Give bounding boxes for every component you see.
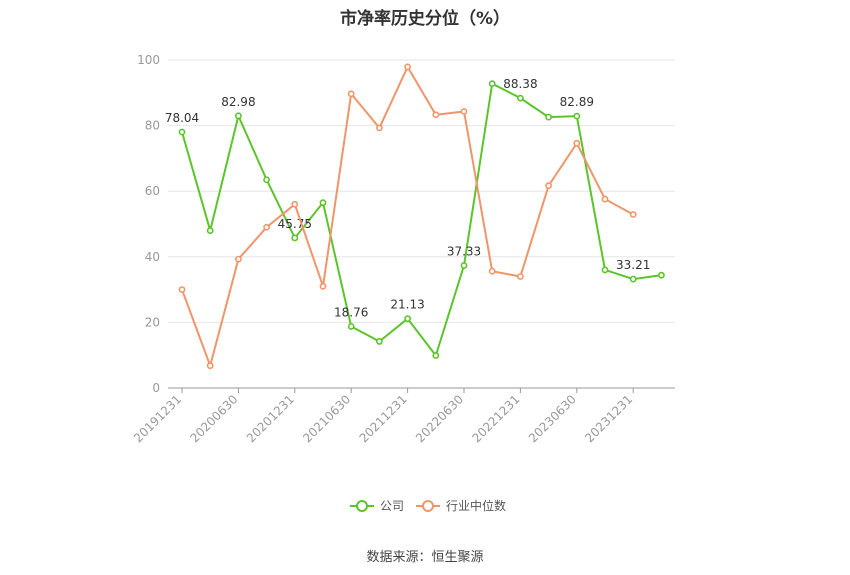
data-point xyxy=(460,262,468,269)
data-point xyxy=(263,223,270,231)
data-label: 88.38 xyxy=(503,77,537,91)
y-tick-label: 20 xyxy=(145,315,160,329)
data-point xyxy=(545,113,552,121)
series-line-0 xyxy=(181,82,662,358)
data-point xyxy=(404,315,411,323)
data-point xyxy=(573,139,581,147)
y-tick-label: 40 xyxy=(145,250,160,264)
data-point xyxy=(432,111,440,119)
data-point xyxy=(319,282,327,290)
y-tick-label: 0 xyxy=(152,381,160,395)
data-point xyxy=(178,128,186,136)
data-point xyxy=(206,362,214,370)
legend-label-0: 公司 xyxy=(380,499,404,513)
x-tick-label: 20220630 xyxy=(413,392,466,445)
data-label: 82.89 xyxy=(560,95,594,109)
data-point xyxy=(488,80,496,88)
chart-title: 市净率历史分位（%） xyxy=(339,9,511,29)
legend-label-1: 行业中位数 xyxy=(446,498,506,513)
data-point xyxy=(178,286,186,293)
data-point xyxy=(234,112,242,120)
data-point xyxy=(347,90,355,98)
data-point xyxy=(291,200,299,208)
x-tick-label: 20231231 xyxy=(582,392,635,445)
data-point xyxy=(517,273,524,280)
data-point xyxy=(319,199,327,207)
data-label: 78.04 xyxy=(165,111,199,125)
x-tick-label: 20230630 xyxy=(526,392,579,445)
data-point xyxy=(601,266,609,274)
data-point xyxy=(234,255,242,263)
data-point xyxy=(347,323,355,330)
legend-marker-0 xyxy=(356,500,368,512)
data-label: 21.13 xyxy=(390,298,424,312)
data-label: 45.75 xyxy=(278,217,312,231)
data-label: 82.98 xyxy=(221,95,255,109)
data-point xyxy=(573,112,581,120)
data-point xyxy=(375,338,383,345)
data-label: 37.33 xyxy=(447,245,481,259)
y-tick-label: 60 xyxy=(145,184,160,198)
data-point xyxy=(291,234,299,242)
x-tick-label: 20221231 xyxy=(469,392,522,445)
data-point xyxy=(263,176,270,184)
x-tick-label: 20200630 xyxy=(187,392,240,445)
x-tick-label: 20201231 xyxy=(244,392,297,445)
data-point xyxy=(404,63,411,71)
x-tick-label: 20210630 xyxy=(300,392,353,445)
data-point xyxy=(658,271,665,279)
data-label: 33.21 xyxy=(616,258,650,272)
x-tick-label: 20191231 xyxy=(131,392,184,445)
data-point xyxy=(460,108,468,115)
data-point xyxy=(629,275,637,283)
data-label: 18.76 xyxy=(334,305,368,319)
data-point xyxy=(601,195,609,203)
legend-marker-1 xyxy=(422,500,434,512)
data-source: 数据来源：恒生聚源 xyxy=(366,550,484,565)
y-tick-label: 100 xyxy=(137,53,160,67)
data-point xyxy=(432,352,440,359)
data-point xyxy=(206,227,214,234)
y-tick-label: 80 xyxy=(145,119,160,133)
data-point xyxy=(488,267,496,275)
data-point xyxy=(545,182,552,190)
x-tick-label: 20211231 xyxy=(357,392,410,445)
data-point xyxy=(517,94,524,102)
data-point xyxy=(375,124,383,132)
data-point xyxy=(629,211,637,218)
